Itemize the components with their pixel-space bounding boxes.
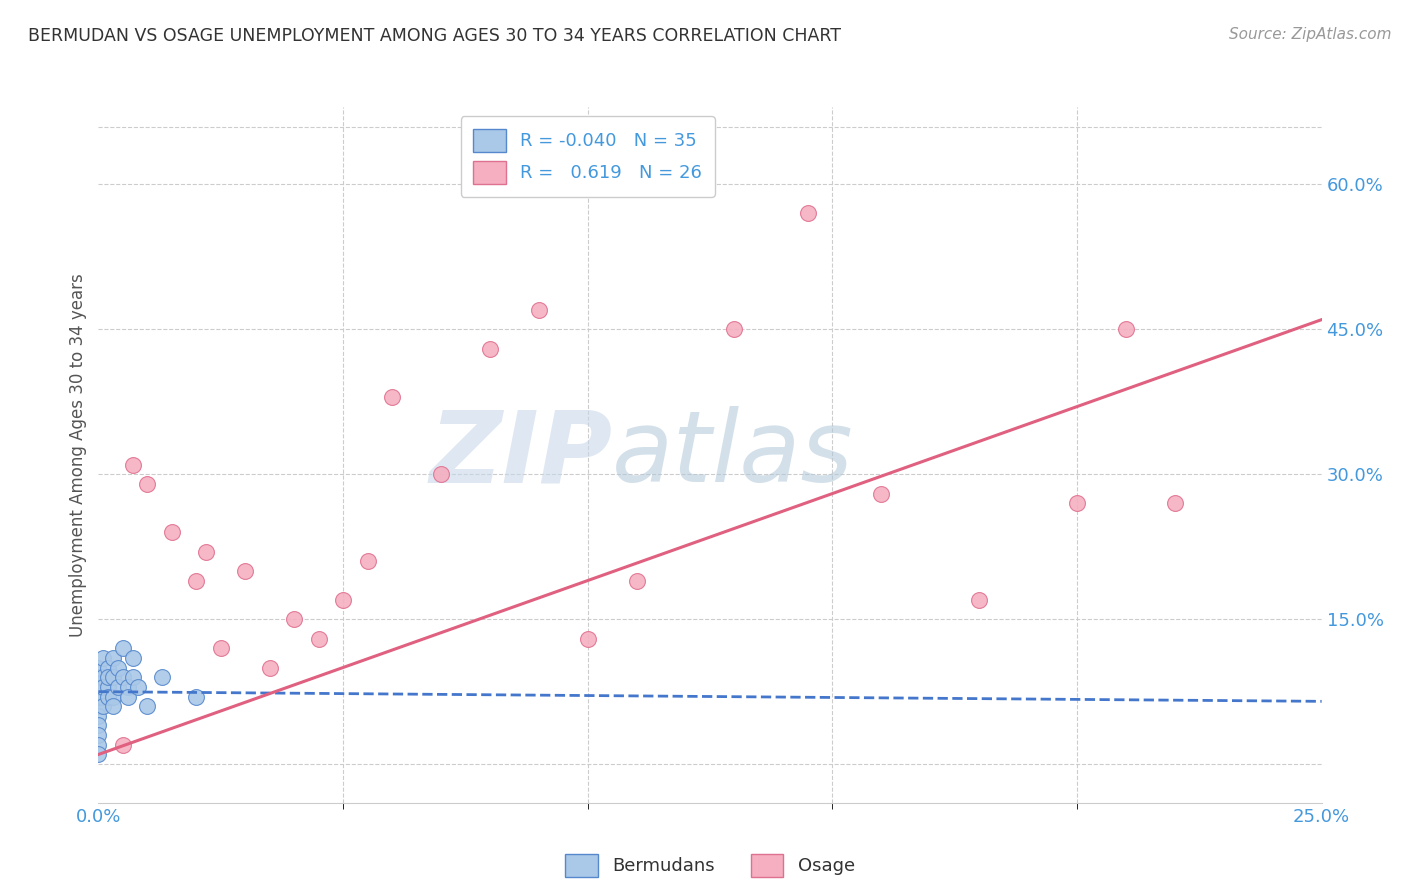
Point: [117, 680, 139, 694]
Point: [127, 680, 149, 694]
Point: [967, 592, 990, 607]
Text: atlas: atlas: [612, 407, 853, 503]
Point: [1066, 496, 1088, 510]
Point: [91, 651, 114, 665]
Point: [233, 564, 256, 578]
Point: [430, 467, 453, 482]
Point: [870, 486, 893, 500]
Point: [332, 592, 354, 607]
Point: [107, 660, 129, 674]
Point: [101, 699, 124, 714]
Point: [797, 206, 820, 220]
Point: [87, 728, 110, 742]
Point: [1164, 496, 1187, 510]
Point: [186, 574, 208, 588]
Point: [87, 680, 110, 694]
Point: [1115, 322, 1137, 336]
Point: [87, 708, 110, 723]
Point: [87, 690, 110, 704]
Text: Source: ZipAtlas.com: Source: ZipAtlas.com: [1229, 27, 1392, 42]
Point: [97, 670, 120, 684]
Point: [101, 651, 124, 665]
Point: [111, 738, 134, 752]
Point: [626, 574, 648, 588]
Point: [121, 670, 143, 684]
Point: [111, 641, 134, 656]
Point: [136, 477, 159, 491]
Point: [160, 525, 183, 540]
Point: [381, 390, 404, 404]
Point: [723, 322, 745, 336]
Point: [97, 660, 120, 674]
Point: [576, 632, 599, 646]
Point: [356, 554, 378, 568]
Point: [527, 303, 550, 318]
Point: [136, 699, 159, 714]
Point: [195, 544, 218, 558]
Point: [87, 747, 110, 762]
Point: [87, 660, 110, 674]
Point: [150, 670, 173, 684]
Point: [186, 690, 208, 704]
Point: [91, 680, 114, 694]
Point: [117, 690, 139, 704]
Point: [121, 651, 143, 665]
Y-axis label: Unemployment Among Ages 30 to 34 years: Unemployment Among Ages 30 to 34 years: [69, 273, 87, 637]
Point: [478, 342, 501, 356]
Point: [97, 680, 120, 694]
Text: BERMUDAN VS OSAGE UNEMPLOYMENT AMONG AGES 30 TO 34 YEARS CORRELATION CHART: BERMUDAN VS OSAGE UNEMPLOYMENT AMONG AGE…: [28, 27, 841, 45]
Point: [91, 699, 114, 714]
Point: [87, 718, 110, 732]
Point: [111, 670, 134, 684]
Point: [101, 690, 124, 704]
Point: [121, 458, 143, 472]
Point: [101, 670, 124, 684]
Point: [87, 699, 110, 714]
Text: ZIP: ZIP: [429, 407, 612, 503]
Point: [87, 670, 110, 684]
Point: [209, 641, 232, 656]
Point: [107, 680, 129, 694]
Point: [91, 670, 114, 684]
Point: [87, 738, 110, 752]
Point: [259, 660, 281, 674]
Point: [97, 690, 120, 704]
Point: [283, 612, 305, 626]
Point: [91, 690, 114, 704]
Point: [308, 632, 330, 646]
Legend: Bermudans, Osage: Bermudans, Osage: [558, 847, 862, 884]
